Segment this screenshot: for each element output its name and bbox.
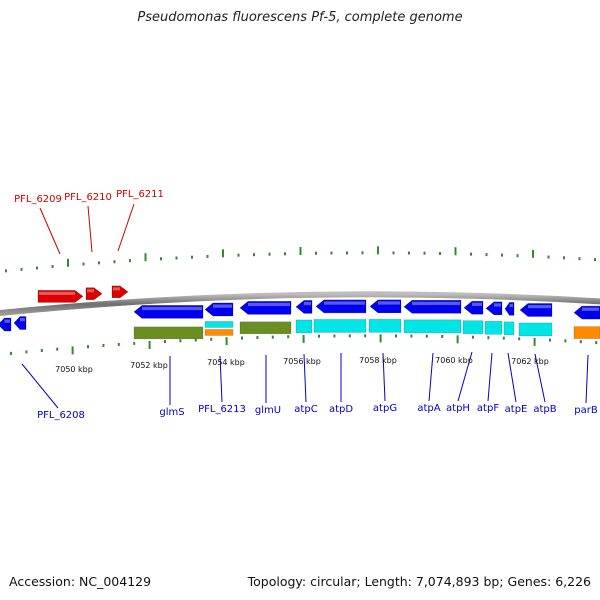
genome-backbone xyxy=(0,291,600,317)
reverse-gene-1-highlight xyxy=(4,319,10,323)
map-title: Pseudomonas fluorescens Pf-5, complete g… xyxy=(137,10,463,25)
reverse-gene-2 xyxy=(13,316,27,330)
reverse-gene-6 xyxy=(295,300,313,314)
reverse-gene-13-highlight xyxy=(528,304,551,309)
reverse-gene-13 xyxy=(519,303,553,317)
reverse-gene-8-highlight xyxy=(378,301,400,305)
reverse-gene-label[interactable]: atpB xyxy=(533,404,556,415)
reverse-gene-label[interactable]: atpC xyxy=(294,404,317,415)
forward-gene-2 xyxy=(85,287,103,301)
reverse-gene-label[interactable]: glmS xyxy=(159,407,184,418)
forward-gene-3-highlight xyxy=(113,287,120,291)
reverse-leader-line xyxy=(428,352,434,402)
forward-leader-line xyxy=(87,205,93,253)
scale-label: 7054 kbp xyxy=(207,358,245,367)
reverse-leader-line xyxy=(219,355,223,403)
genome-summary-text: Topology: circular; Length: 7,074,893 bp… xyxy=(247,574,591,589)
reverse-leader-line xyxy=(534,353,546,403)
reverse-gene-label[interactable]: PFL_6208 xyxy=(37,410,85,421)
cds-bar-cyan xyxy=(462,320,484,334)
cds-bar-cyan xyxy=(295,319,313,334)
reverse-gene-label[interactable]: atpA xyxy=(417,403,440,414)
reverse-gene-1 xyxy=(0,317,12,332)
reverse-gene-14 xyxy=(573,305,600,320)
reverse-leader-line xyxy=(585,354,589,404)
scale-label: 7062 kbp xyxy=(511,357,549,366)
reverse-gene-label[interactable]: parB xyxy=(574,405,598,416)
forward-gene-2-highlight xyxy=(87,289,94,293)
reverse-gene-label[interactable]: atpH xyxy=(446,403,470,414)
reverse-gene-3-highlight xyxy=(142,306,202,311)
cds-bar-cyan xyxy=(368,319,402,333)
outer-tick-marks xyxy=(5,246,596,273)
forward-gene-1 xyxy=(37,290,84,303)
label-leader-lines xyxy=(21,203,589,409)
scale-label: 7052 kbp xyxy=(130,361,168,370)
scale-label: 7056 kbp xyxy=(283,357,321,366)
reverse-gene-10-highlight xyxy=(472,302,482,306)
cds-bar-green xyxy=(133,326,204,340)
reverse-gene-8 xyxy=(369,299,402,314)
gene-labels: PFL_6209 PFL_6210 PFL_6211 PFL_6208 glmS PFL_… xyxy=(14,189,598,421)
cds-feature-layer xyxy=(133,319,600,340)
reverse-gene-7 xyxy=(315,299,367,314)
forward-leader-line xyxy=(117,203,135,252)
reverse-gene-11-highlight xyxy=(494,303,501,307)
reverse-leader-line xyxy=(487,352,493,402)
cds-bar-cyan xyxy=(484,321,503,335)
reverse-gene-4-highlight xyxy=(213,304,232,308)
cds-bar-orange xyxy=(573,326,600,339)
reverse-gene-6-highlight xyxy=(304,301,311,306)
forward-leader-line xyxy=(39,207,61,255)
reverse-gene-14-highlight xyxy=(582,307,599,311)
reverse-gene-label[interactable]: atpD xyxy=(329,404,353,415)
cds-bar-cyan xyxy=(403,319,462,334)
gene-layer xyxy=(0,285,600,332)
reverse-gene-label[interactable]: atpG xyxy=(373,403,397,414)
reverse-leader-line xyxy=(21,363,59,409)
scale-label: 7058 kbp xyxy=(359,356,397,365)
reverse-leader-line xyxy=(303,353,307,403)
reverse-gene-label[interactable]: atpE xyxy=(505,404,528,415)
cds-bar-orange xyxy=(204,329,234,336)
forward-gene-label[interactable]: PFL_6211 xyxy=(116,189,164,200)
cds-bar-cyan xyxy=(518,322,553,337)
reverse-gene-9 xyxy=(403,300,462,314)
cds-bar-cyan xyxy=(313,319,367,333)
forward-gene-label[interactable]: PFL_6210 xyxy=(64,192,112,203)
scale-label: 7050 kbp xyxy=(55,365,93,374)
reverse-gene-5 xyxy=(239,301,292,315)
reverse-gene-5-highlight xyxy=(248,302,290,307)
reverse-gene-11 xyxy=(485,301,503,316)
forward-gene-3 xyxy=(111,285,129,299)
reverse-gene-2-highlight xyxy=(20,318,25,322)
reverse-gene-3 xyxy=(133,305,204,319)
cds-bar-green xyxy=(239,321,292,335)
reverse-gene-10 xyxy=(463,300,484,315)
reverse-gene-7-highlight xyxy=(324,301,365,305)
reverse-gene-12 xyxy=(504,302,515,316)
reverse-gene-label[interactable]: PFL_6213 xyxy=(198,404,246,415)
scale-labels: 7050 kbp 7052 kbp 7054 kbp 7056 kbp 7058 kbp… xyxy=(55,356,549,374)
reverse-gene-label[interactable]: atpF xyxy=(477,403,499,414)
scale-label: 7060 kbp xyxy=(435,356,473,365)
reverse-gene-12-highlight xyxy=(509,303,513,308)
forward-gene-1-highlight xyxy=(39,291,75,295)
inner-tick-marks xyxy=(10,334,598,355)
reverse-gene-4 xyxy=(204,302,234,317)
reverse-gene-9-highlight xyxy=(412,301,460,306)
reverse-leader-line xyxy=(507,352,517,403)
forward-gene-label[interactable]: PFL_6209 xyxy=(14,194,62,205)
accession-text: Accession: NC_004129 xyxy=(9,574,152,589)
cds-bar-cyan xyxy=(204,321,234,328)
reverse-leader-line xyxy=(457,351,473,402)
reverse-gene-label[interactable]: glmU xyxy=(255,405,281,416)
cds-bar-cyan xyxy=(503,321,515,336)
reverse-leader-line xyxy=(382,352,386,402)
